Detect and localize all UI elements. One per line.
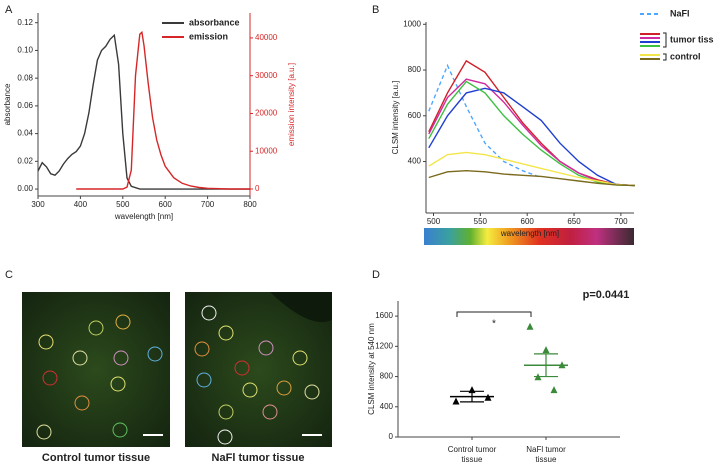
y-tick-label: 0.02 xyxy=(17,156,33,165)
image-caption: Control tumor tissue xyxy=(42,452,150,464)
y2-axis-label: emission intensity [a.u.] xyxy=(287,63,296,146)
y-tick-label: 0.12 xyxy=(17,18,33,27)
y2-tick-label: 40000 xyxy=(255,33,278,42)
legend-bracket xyxy=(663,32,667,48)
x-tick-label: 500 xyxy=(427,217,441,226)
x-axis-label: wavelength [nm] xyxy=(114,212,173,221)
x-tick-label: 700 xyxy=(201,200,215,209)
spectrum-bar xyxy=(424,228,634,245)
series-line xyxy=(428,169,635,187)
y-tick-label: 600 xyxy=(408,111,422,120)
legend-bracket xyxy=(663,53,667,61)
panel-label: D xyxy=(372,269,380,281)
y-axis-label: absorbance xyxy=(3,83,12,125)
y-axis-label: CLSM intensity [a.u.] xyxy=(391,81,400,155)
y-tick-label: 400 xyxy=(380,402,394,411)
legend-label: NaFl xyxy=(670,8,690,18)
y-tick-label: 1600 xyxy=(375,311,393,320)
y-tick-label: 0.08 xyxy=(17,73,33,82)
micrograph-control xyxy=(22,292,170,447)
y-tick-label: 800 xyxy=(380,372,394,381)
y-tick-label: 800 xyxy=(408,65,422,74)
x-axis-label: wavelength [nm] xyxy=(500,229,559,238)
panel-label: A xyxy=(5,4,13,16)
y-tick-label: 0.06 xyxy=(17,101,33,110)
y-tick-label: 0.00 xyxy=(17,184,33,193)
y-tick-label: 0.10 xyxy=(17,46,33,55)
series-line xyxy=(428,80,635,187)
panel-label: B xyxy=(372,4,379,16)
image-caption: NaFl tumor tissue xyxy=(212,452,305,464)
y-tick-label: 1200 xyxy=(375,341,393,350)
x-tick-label: 600 xyxy=(159,200,173,209)
data-point xyxy=(542,346,550,354)
legend-label: control xyxy=(670,51,701,61)
series-line xyxy=(428,151,635,187)
x-tick-label: 400 xyxy=(74,200,88,209)
legend-label: absorbance xyxy=(189,17,240,27)
data-point xyxy=(452,397,460,405)
legend-label: tumor tissue with NaFl xyxy=(670,34,714,44)
x-tick-label: 550 xyxy=(474,217,488,226)
x-tick-label: NaFl tumor tissue xyxy=(526,445,566,464)
x-tick-label: 500 xyxy=(116,200,130,209)
y2-tick-label: 30000 xyxy=(255,71,278,80)
p-value: p=0.0441 xyxy=(583,289,630,301)
data-point xyxy=(526,322,534,330)
x-tick-label: 700 xyxy=(614,217,628,226)
data-point xyxy=(550,386,558,394)
legend-label: emission xyxy=(189,31,228,41)
y-tick-label: 1000 xyxy=(403,19,421,28)
series-line xyxy=(428,59,635,187)
y-axis-label: CLSM intensity at 540 nm xyxy=(367,323,376,415)
x-tick-label: Control tumor tissue xyxy=(447,445,497,464)
panel-label: C xyxy=(5,269,13,281)
series-line xyxy=(76,30,250,190)
series-line xyxy=(37,33,250,190)
y2-tick-label: 0 xyxy=(255,184,260,193)
y-tick-label: 0.04 xyxy=(17,129,33,138)
y2-tick-label: 10000 xyxy=(255,146,278,155)
x-tick-label: 800 xyxy=(243,200,257,209)
significance-bracket xyxy=(456,311,532,317)
error-bar xyxy=(460,390,484,403)
significance-mark: * xyxy=(492,319,496,330)
x-tick-label: 650 xyxy=(567,217,581,226)
x-tick-label: 300 xyxy=(31,200,45,209)
micrograph-nafl xyxy=(185,292,332,447)
error-bar xyxy=(534,353,558,378)
series-line xyxy=(428,87,635,187)
y-tick-label: 400 xyxy=(408,157,422,166)
series-line xyxy=(428,63,542,179)
y2-tick-label: 20000 xyxy=(255,109,278,118)
y-tick-label: 0 xyxy=(389,432,394,441)
x-tick-label: 600 xyxy=(521,217,535,226)
